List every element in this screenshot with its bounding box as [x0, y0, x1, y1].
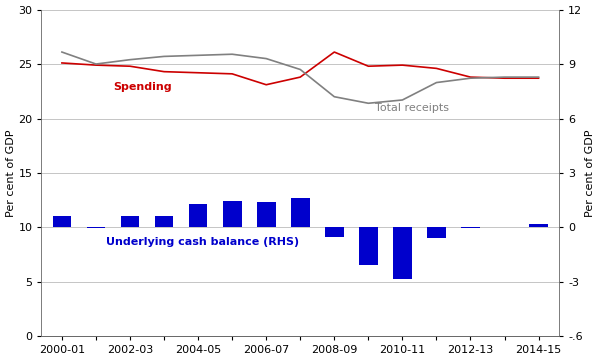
Y-axis label: Per cent of GDP: Per cent of GDP	[5, 129, 16, 217]
Bar	[223, 201, 242, 227]
Text: Total receipts: Total receipts	[375, 103, 449, 113]
Bar	[257, 202, 276, 227]
Bar	[121, 216, 139, 227]
Bar	[291, 199, 310, 227]
Bar	[393, 227, 412, 279]
Bar	[427, 227, 446, 238]
Bar	[87, 227, 105, 229]
Bar	[325, 227, 344, 236]
Bar	[154, 216, 174, 227]
Bar	[461, 227, 480, 229]
Y-axis label: Per cent of GDP: Per cent of GDP	[585, 129, 596, 217]
Bar	[529, 224, 548, 227]
Bar	[189, 204, 207, 227]
Bar	[359, 227, 377, 265]
Text: Underlying cash balance (RHS): Underlying cash balance (RHS)	[106, 237, 299, 247]
Bar	[52, 216, 72, 227]
Text: Spending: Spending	[113, 82, 172, 92]
